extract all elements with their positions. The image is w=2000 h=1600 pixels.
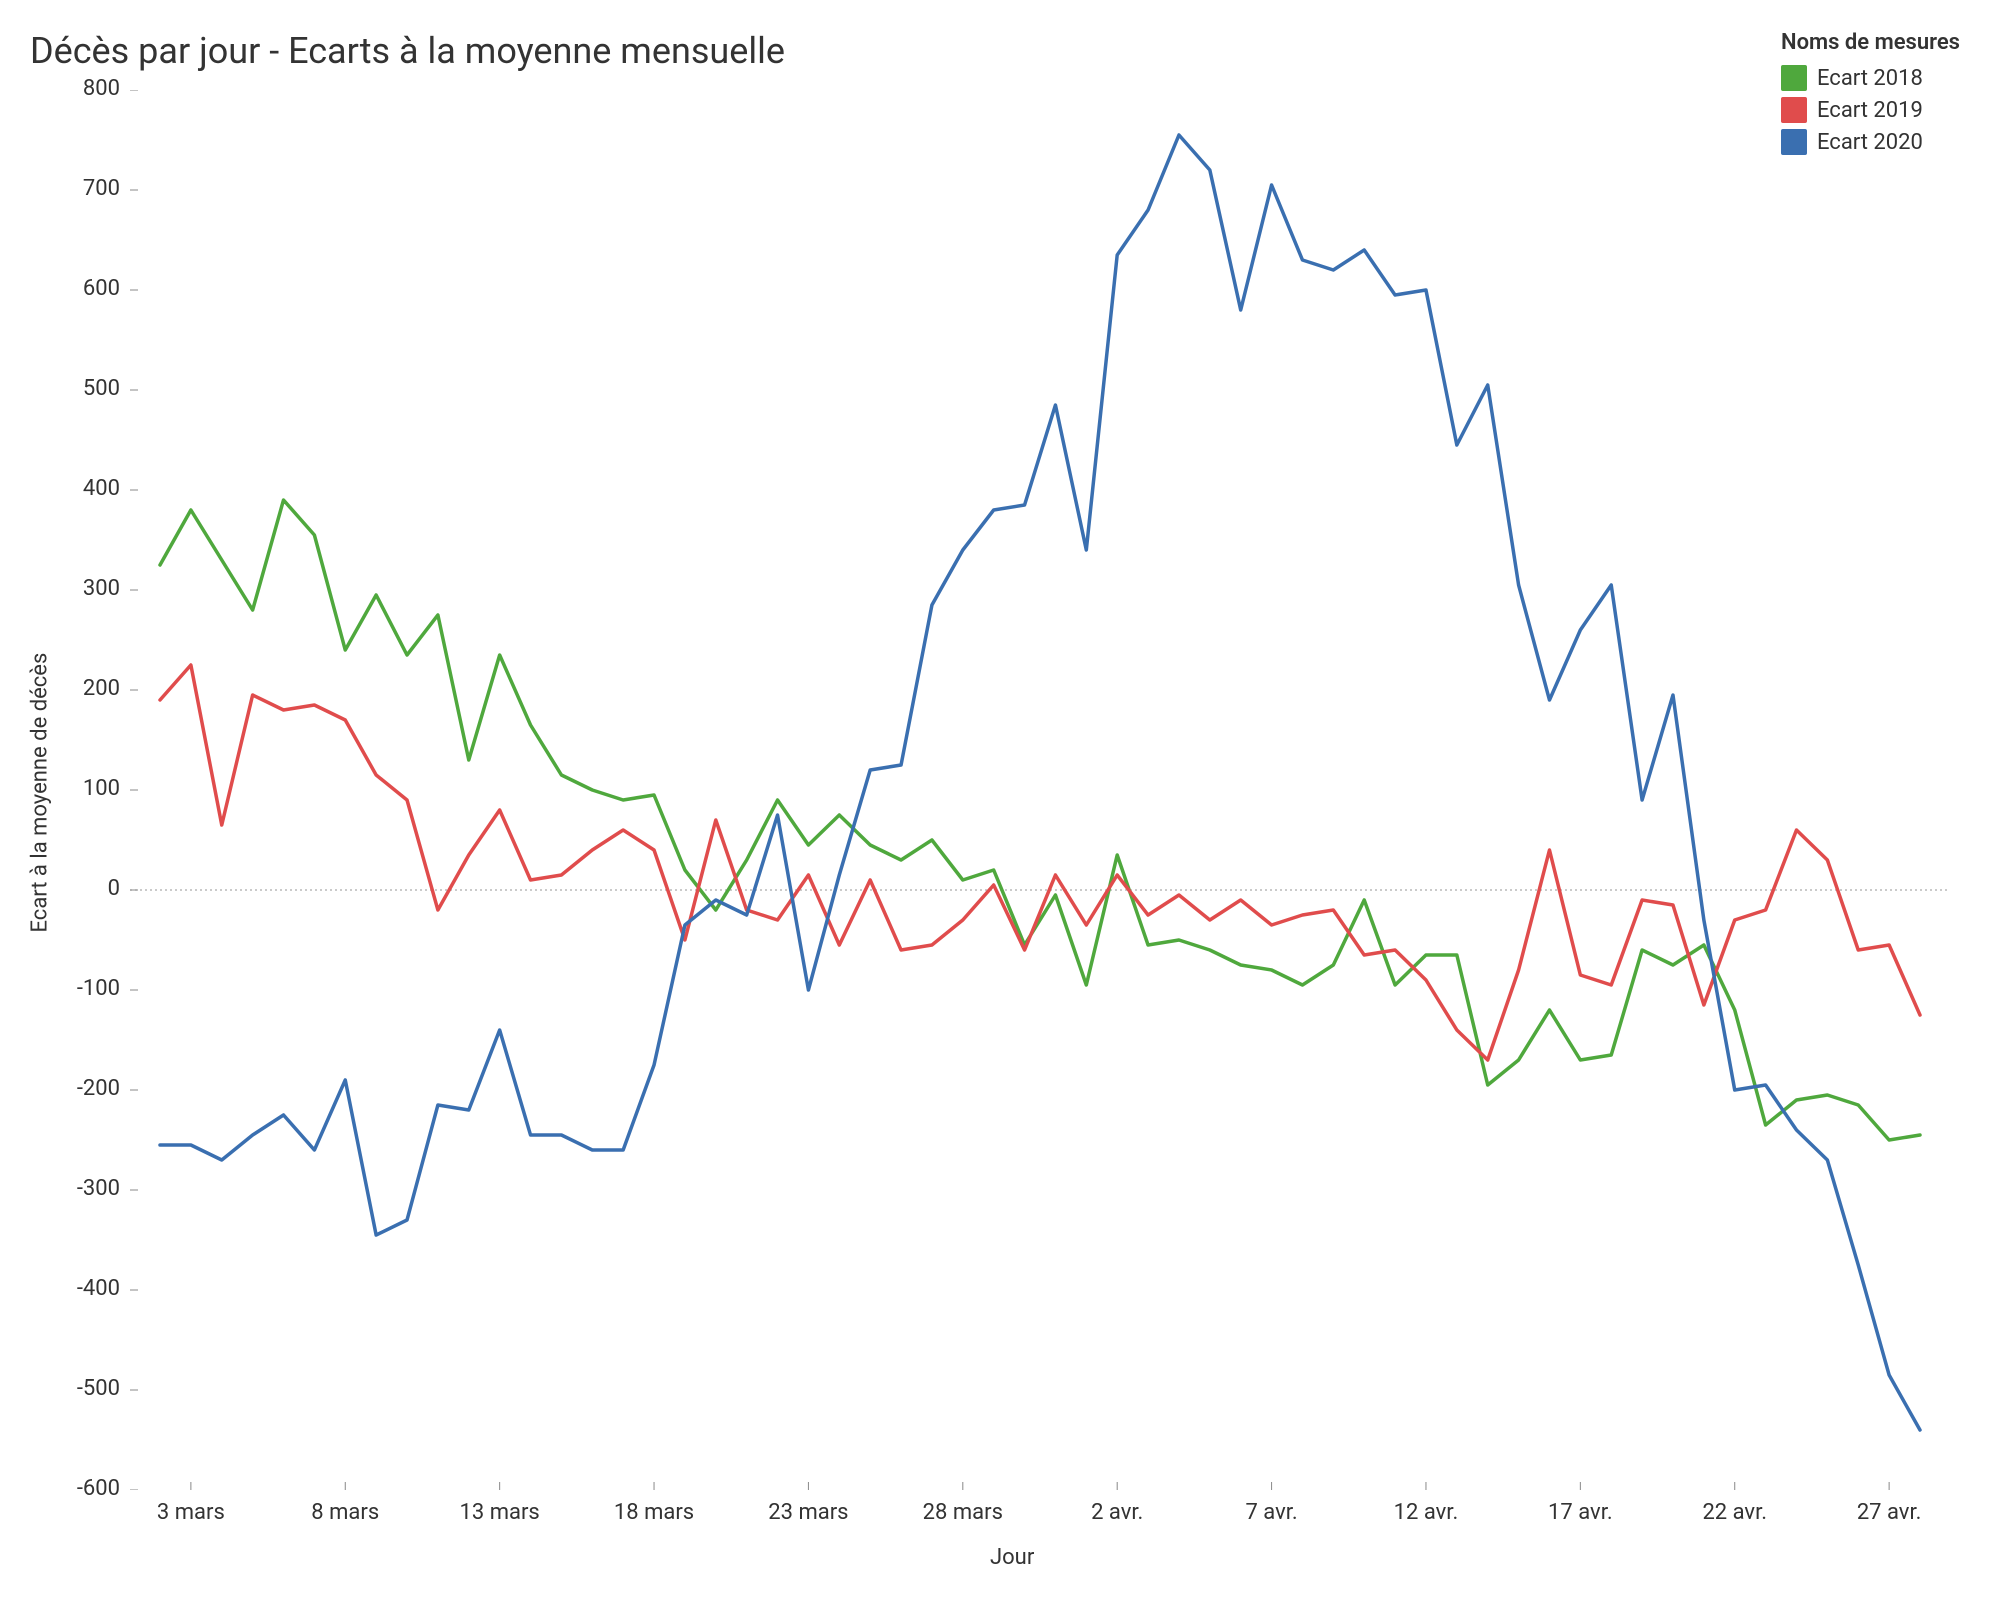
x-tick-label: 22 avr. <box>1702 1500 1767 1525</box>
series-line <box>160 665 1920 1060</box>
y-tick-label: 500 <box>50 376 120 401</box>
x-tick-label: 7 avr. <box>1245 1500 1297 1525</box>
x-tick-label: 18 mars <box>614 1500 694 1525</box>
y-tick-label: -500 <box>50 1376 120 1401</box>
x-tick-label: 13 mars <box>460 1500 540 1525</box>
legend-title: Noms de mesures <box>1781 30 1960 55</box>
y-tick-label: -400 <box>50 1276 120 1301</box>
x-tick-label: 28 mars <box>923 1500 1003 1525</box>
y-tick-label: 100 <box>50 776 120 801</box>
chart-title: Décès par jour - Ecarts à la moyenne men… <box>30 30 785 72</box>
y-tick-label: -200 <box>50 1076 120 1101</box>
x-tick-label: 27 avr. <box>1857 1500 1922 1525</box>
x-tick-label: 23 mars <box>768 1500 848 1525</box>
y-tick-label: 300 <box>50 576 120 601</box>
y-tick-label: 600 <box>50 276 120 301</box>
y-axis-title: Ecart à la moyenne de décès <box>28 653 53 933</box>
x-tick-label: 2 avr. <box>1091 1500 1143 1525</box>
y-tick-label: -100 <box>50 976 120 1001</box>
chart-container: Décès par jour - Ecarts à la moyenne men… <box>0 0 2000 1600</box>
y-tick-label: 400 <box>50 476 120 501</box>
y-tick-label: -600 <box>50 1476 120 1501</box>
y-tick-label: 0 <box>50 876 120 901</box>
plot-svg <box>130 90 1950 1490</box>
x-tick-label: 8 mars <box>311 1500 379 1525</box>
x-tick-label: 12 avr. <box>1394 1500 1459 1525</box>
series-line <box>160 135 1920 1430</box>
legend-label-2018: Ecart 2018 <box>1817 66 1923 91</box>
x-axis-title: Jour <box>990 1545 1034 1570</box>
x-tick-label: 17 avr. <box>1548 1500 1613 1525</box>
legend-swatch-2018 <box>1781 65 1807 91</box>
legend-item-2018: Ecart 2018 <box>1781 65 1960 91</box>
x-tick-label: 3 mars <box>157 1500 225 1525</box>
series-line <box>160 500 1920 1140</box>
y-tick-label: -300 <box>50 1176 120 1201</box>
y-tick-label: 700 <box>50 176 120 201</box>
y-tick-label: 800 <box>50 76 120 101</box>
y-tick-label: 200 <box>50 676 120 701</box>
